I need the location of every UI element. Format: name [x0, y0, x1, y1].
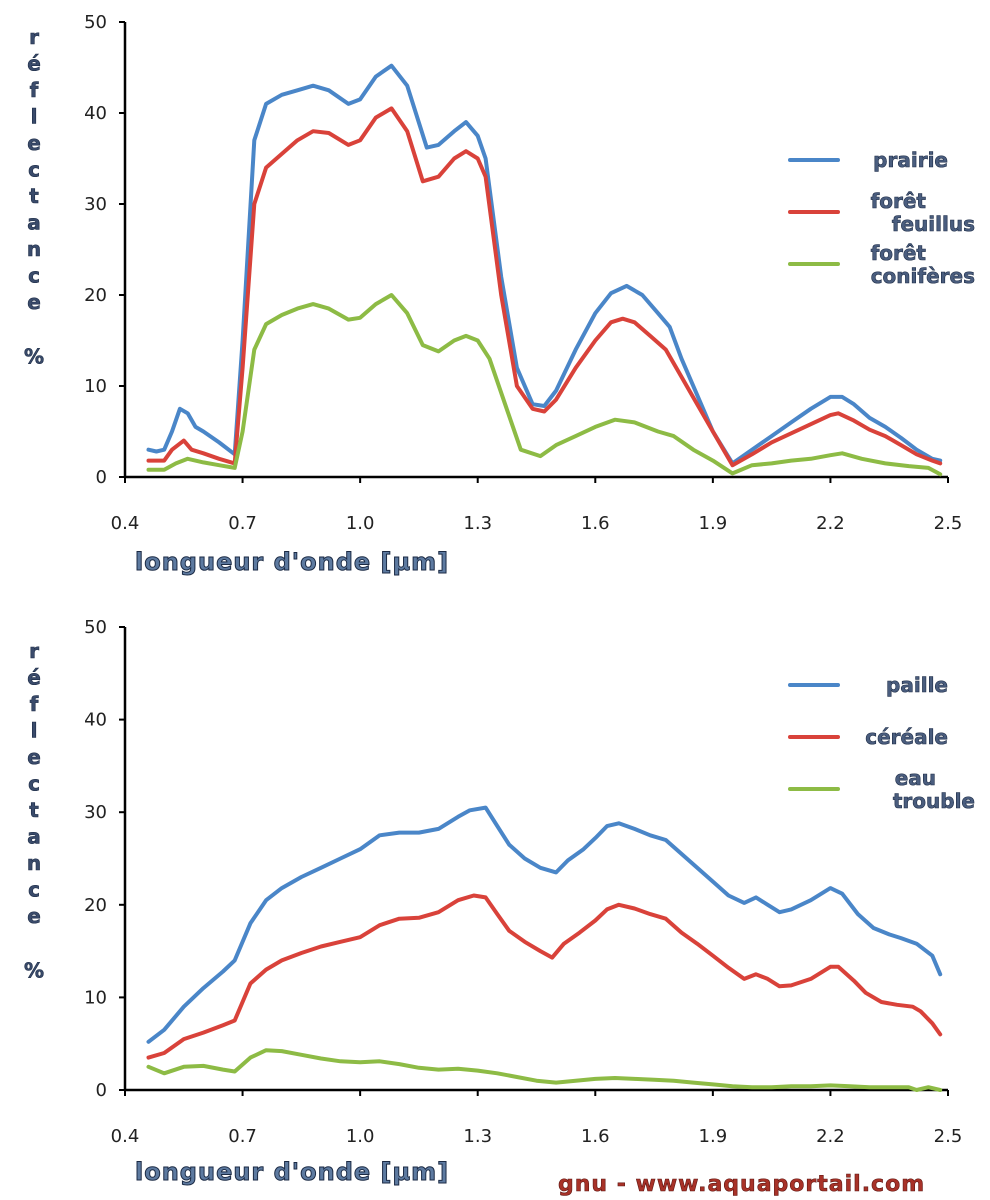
y-axis-label-letter: a [27, 211, 41, 235]
x-tick-label: 0.4 [111, 1126, 140, 1147]
series-line-2 [146, 1048, 943, 1092]
y-axis-label-letter: n [27, 851, 41, 875]
series-group-top [146, 63, 943, 477]
y-axis-label-unit: % [24, 959, 44, 983]
y-axis-label-letter: a [27, 825, 41, 849]
x-tick-label: 0.7 [228, 1126, 257, 1147]
y-axis-label-letter: r [29, 25, 39, 49]
x-tick-label: 0.4 [111, 513, 140, 534]
y-axis-label-letter: é [27, 52, 41, 76]
y-tick-label: 20 [84, 285, 107, 306]
y-axis-label-letter: l [31, 105, 38, 129]
x-tick-label: 1.6 [581, 513, 610, 534]
x-tick-label: 1.0 [346, 1126, 375, 1147]
series-line-0 [146, 805, 943, 1044]
y-axis-label-letter: é [27, 666, 41, 690]
x-tick-label: 2.5 [934, 513, 963, 534]
y-axis-label-letter: f [30, 78, 39, 102]
legend-label: céréale [865, 725, 948, 749]
chart-panel-top: 0 10 20 30 40 50 0.4 0.7 1.0 1.3 1.6 1.9 2.2 2.5 prai… [24, 12, 976, 577]
x-tick-label: 2.2 [816, 513, 845, 534]
y-axis-label-letter: f [30, 692, 39, 716]
y-tick-label: 0 [96, 1080, 107, 1101]
legend-label: forêt feuillus [871, 189, 975, 236]
y-axis-label-letter: e [27, 904, 41, 928]
x-tick-label: 1.3 [463, 1126, 492, 1147]
y-tick-label: 30 [84, 194, 107, 215]
y-axis-label-letter: c [28, 158, 40, 182]
y-tick-label: 50 [84, 617, 107, 638]
y-axis-label-letter: c [28, 772, 40, 796]
x-tick-label: 1.9 [699, 1126, 728, 1147]
x-tick-label: 2.5 [934, 1126, 963, 1147]
legend-label: paille [886, 673, 948, 697]
x-tick-label: 0.7 [228, 513, 257, 534]
y-axis-label-letter: e [27, 290, 41, 314]
legend-label: forêt conifères [871, 241, 975, 288]
y-tick-label: 10 [84, 987, 107, 1008]
x-tick-label: 1.6 [581, 1126, 610, 1147]
series-line-2 [146, 293, 943, 477]
x-tick-label: 1.9 [699, 513, 728, 534]
y-axis-label-letter: c [28, 878, 40, 902]
series-line-1 [146, 893, 943, 1060]
y-axis-label-letter: n [27, 237, 41, 261]
y-tick-label: 40 [84, 103, 107, 124]
y-axis-label-letter: e [27, 131, 41, 155]
y-tick-label: 20 [84, 895, 107, 916]
y-tick-label: 40 [84, 710, 107, 731]
x-axis-label-top: longueur d'onde [µm] [135, 548, 449, 576]
chart-panel-bottom: 0 10 20 30 40 50 0.4 0.7 1.0 1.3 1.6 1.9 2.2 2.5 pail… [24, 617, 976, 1187]
axes-top: 0 10 20 30 40 50 0.4 0.7 1.0 1.3 1.6 1.9 2.2 2.5 [84, 12, 962, 534]
x-tick-label: 2.2 [816, 1126, 845, 1147]
y-axis-label-unit: % [24, 345, 44, 369]
axes-bottom: 0 10 20 30 40 50 0.4 0.7 1.0 1.3 1.6 1.9 2.2 2.5 [84, 617, 962, 1147]
y-axis-label-letter: l [31, 719, 38, 743]
legend-bottom: paille céréale eau trouble [788, 673, 975, 813]
x-tick-label: 1.0 [346, 513, 375, 534]
credit-text: gnu - www.aquaportail.com [558, 1172, 925, 1197]
y-axis-label-letter: t [29, 798, 39, 822]
y-tick-label: 10 [84, 376, 107, 397]
y-tick-label: 30 [84, 802, 107, 823]
x-axis-label-bottom: longueur d'onde [µm] [135, 1158, 449, 1186]
series-line-1 [146, 106, 943, 468]
legend-top: prairie forêt feuillus forêt conifères [788, 148, 975, 288]
y-axis-label-letter: t [29, 184, 39, 208]
x-tick-label: 1.3 [463, 513, 492, 534]
series-group-bottom [146, 805, 943, 1092]
y-axis-label-letter: r [29, 639, 39, 663]
legend-label: prairie [873, 148, 948, 172]
y-tick-label: 0 [96, 467, 107, 488]
legend-label: eau trouble [893, 766, 975, 813]
y-tick-label: 50 [84, 12, 107, 33]
y-axis-label-letter: c [28, 264, 40, 288]
y-axis-label-letter: e [27, 745, 41, 769]
